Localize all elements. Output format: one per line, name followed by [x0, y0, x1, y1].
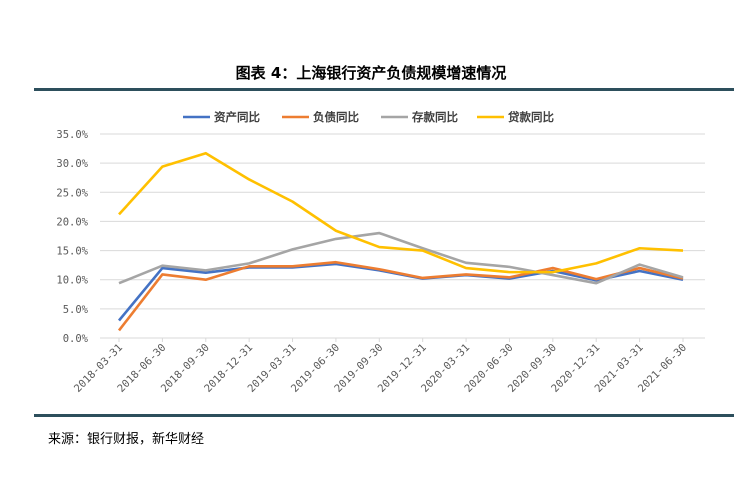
series-line-3: [118, 231, 684, 285]
y-tick-label: 0.0%: [63, 333, 89, 345]
series-line-2: [117, 260, 684, 332]
y-tick-label: 30.0%: [56, 158, 88, 170]
legend-label: 存款同比: [412, 110, 458, 124]
bottom-divider: [34, 414, 734, 417]
source-note: 来源：银行财报，新华财经: [48, 432, 205, 447]
series-line-4: [118, 151, 684, 274]
y-tick-label: 10.0%: [56, 275, 88, 287]
legend-label: 资产同比: [214, 110, 260, 124]
y-tick-label: 25.0%: [56, 187, 88, 199]
top-divider: [34, 88, 734, 91]
legend-label: 负债同比: [313, 110, 359, 124]
y-tick-label: 35.0%: [56, 129, 88, 141]
y-tick-label: 5.0%: [63, 304, 89, 316]
line-chart: 0.0%5.0%10.0%15.0%20.0%25.0%30.0%35.0%20…: [56, 110, 705, 395]
y-tick-label: 15.0%: [56, 246, 88, 258]
y-tick-label: 20.0%: [56, 216, 88, 228]
chart-title: 图表 4：上海银行资产负债规模增速情况: [235, 64, 507, 82]
legend-label: 贷款同比: [508, 110, 554, 124]
